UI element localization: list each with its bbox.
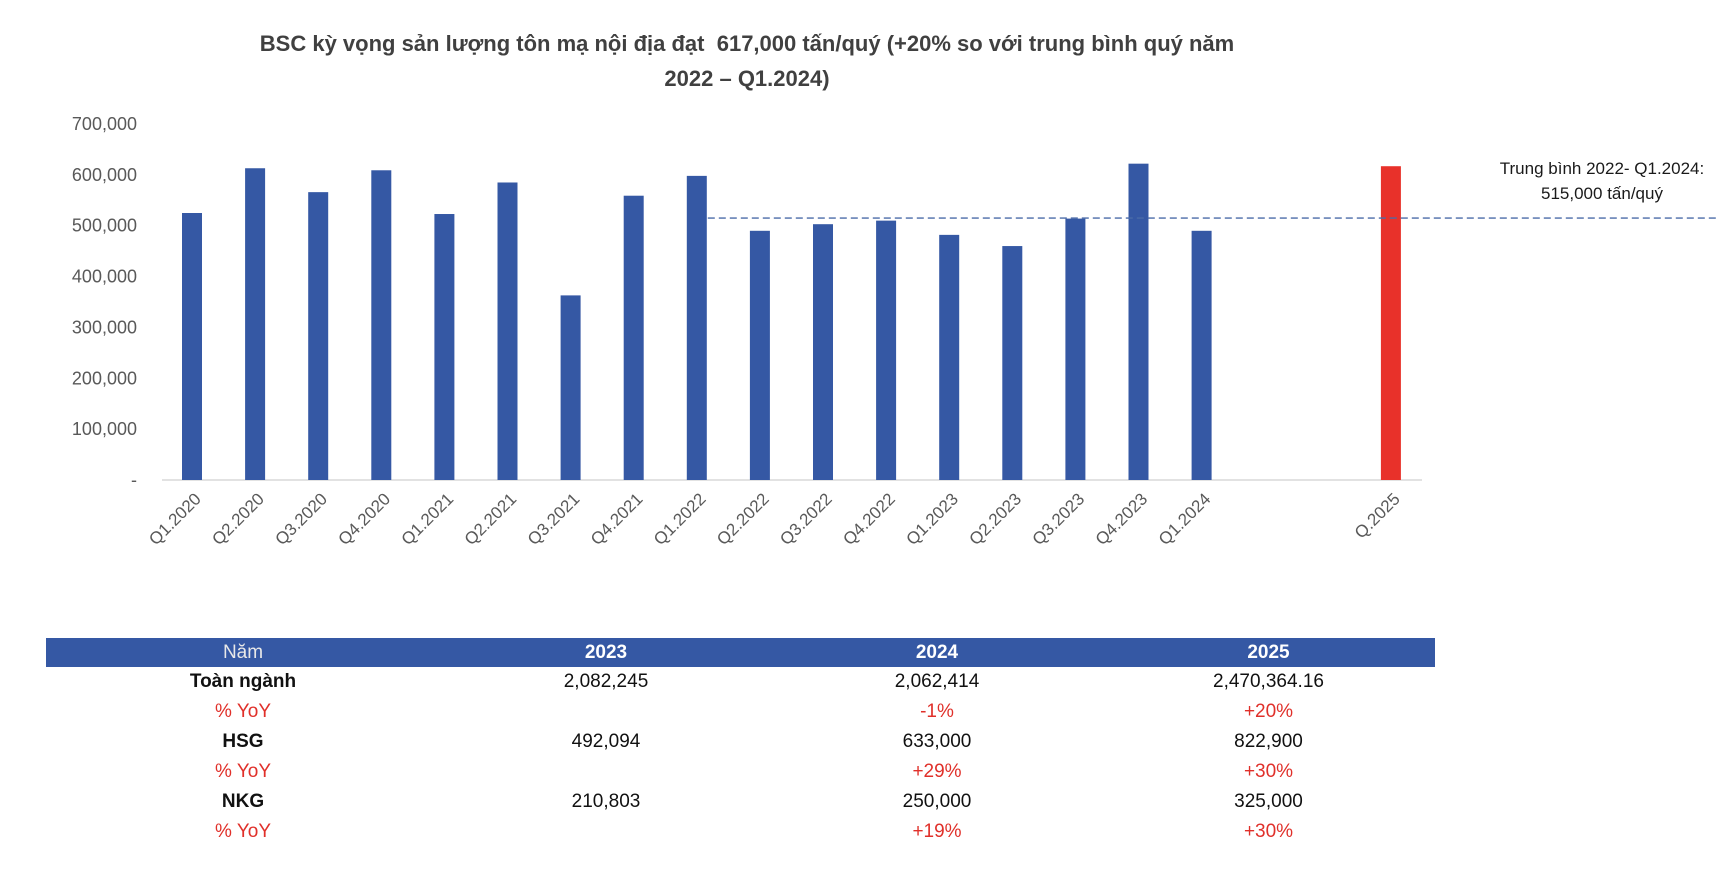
bar-Q2.2023 [1002, 246, 1023, 480]
bar-Q.2025 [1380, 166, 1401, 480]
y-tick-label: 500,000 [72, 216, 137, 236]
row-label: HSG [222, 731, 264, 752]
row-label: % YoY [215, 761, 271, 782]
x-tick-label: Q4.2020 [335, 489, 395, 549]
x-tick-label: Q1.2023 [902, 489, 962, 549]
bar-Q2.2020 [245, 168, 266, 480]
table-cell: +30% [1243, 761, 1294, 782]
average-annotation-line-2: 515,000 tấn/quý [1541, 184, 1663, 203]
bar-Q1.2022 [686, 175, 707, 481]
bar-Q4.2023 [1128, 163, 1149, 480]
x-tick-label: Q.2025 [1351, 489, 1404, 542]
table-cell: +29% [912, 761, 962, 782]
table-cell: 633,000 [902, 731, 972, 752]
table-cell: +30% [1243, 821, 1294, 842]
bar-Q3.2021 [560, 295, 581, 480]
bar-Q3.2020 [308, 192, 329, 481]
y-tick-label: - [131, 470, 137, 490]
table-cell: 210,803 [571, 791, 641, 812]
row-label: % YoY [215, 701, 271, 722]
x-tick-label: Q1.2024 [1155, 489, 1215, 549]
row-label: NKG [221, 791, 265, 812]
x-tick-label: Q3.2021 [524, 489, 584, 549]
table-cell: +20% [1243, 701, 1294, 722]
header-2025: 2025 [1102, 638, 1435, 667]
bar-Q2.2022 [749, 230, 770, 480]
bar-Q1.2023 [939, 234, 960, 480]
header-2024: 2024 [772, 638, 1102, 667]
chart-title-line-1: BSC kỳ vọng sản lượng tôn mạ nội địa đạt… [259, 31, 1235, 56]
row-label: Toàn ngành [189, 671, 297, 692]
table-cell: +19% [912, 821, 962, 842]
x-tick-label: Q2.2023 [966, 489, 1026, 549]
table-cell: 822,900 [1234, 731, 1303, 752]
table-cell [440, 817, 772, 847]
table-row-nkg: NKG 210,803 250,000 325,000 [46, 787, 1435, 817]
x-tick-label: Q1.2022 [650, 489, 710, 549]
table-row-hsg: HSG 492,094 633,000 822,900 [46, 727, 1435, 757]
table-cell: 2,082,245 [563, 671, 649, 692]
y-tick-label: 200,000 [72, 368, 137, 388]
bar-Q2.2021 [497, 182, 518, 480]
table-cell: 250,000 [902, 791, 972, 812]
bar-Q1.2021 [434, 214, 455, 480]
table-row-yoy: % YoY +29% +30% [46, 757, 1435, 787]
bar-Q4.2022 [876, 220, 897, 480]
table-cell: 492,094 [571, 731, 641, 752]
x-tick-label: Q3.2023 [1029, 489, 1089, 549]
bar-chart: - 100,000 200,000 300,000 400,000 500,000 600,… [72, 114, 1716, 549]
x-tick-label: Q2.2022 [713, 489, 773, 549]
header-2023: 2023 [440, 638, 772, 667]
bar-Q1.2024 [1191, 230, 1212, 480]
bar-Q4.2020 [371, 170, 392, 480]
bar-Q3.2022 [813, 224, 833, 480]
x-tick-label: Q2.2021 [461, 489, 521, 549]
table-cell [440, 697, 772, 727]
table-cell: 325,000 [1234, 791, 1303, 812]
table-header-row: Năm 2023 2024 2025 [46, 638, 1435, 667]
bar-Q4.2021 [623, 195, 644, 481]
table-cell: 2,470,364.16 [1213, 671, 1324, 692]
x-tick-label: Q1.2020 [145, 489, 205, 549]
y-tick-label: 100,000 [72, 419, 137, 439]
table-row-yoy: % YoY -1% +20% [46, 697, 1435, 727]
y-tick-label: 600,000 [72, 165, 137, 185]
x-tick-label: Q3.2020 [271, 489, 331, 549]
x-tick-label: Q1.2021 [398, 489, 458, 549]
x-tick-label: Q4.2022 [839, 489, 899, 549]
table-cell [440, 757, 772, 787]
x-tick-label: Q4.2023 [1092, 489, 1152, 549]
x-tick-label: Q3.2022 [776, 489, 836, 549]
bar-Q1.2020 [182, 213, 202, 480]
bar-Q3.2023 [1065, 218, 1086, 480]
y-tick-label: 400,000 [72, 267, 137, 287]
chart-title-line-2: 2022 – Q1.2024) [664, 66, 830, 91]
y-tick-label: 300,000 [72, 317, 137, 337]
row-label: % YoY [215, 821, 271, 842]
header-year-label: Năm [46, 638, 440, 667]
table-cell: 2,062,414 [894, 671, 980, 692]
x-tick-label: Q2.2020 [208, 489, 268, 549]
average-annotation-line-1: Trung bình 2022- Q1.2024: [1500, 159, 1704, 178]
table-cell: -1% [920, 701, 954, 722]
x-tick-label: Q4.2021 [587, 489, 647, 549]
production-table: Năm 2023 2024 2025 Toàn ngành 2,082,245 … [46, 638, 1435, 847]
y-tick-label: 700,000 [72, 114, 137, 134]
table-row-yoy: % YoY +19% +30% [46, 817, 1435, 847]
table-row-total-industry: Toàn ngành 2,082,245 2,062,414 2,470,364… [46, 667, 1435, 697]
